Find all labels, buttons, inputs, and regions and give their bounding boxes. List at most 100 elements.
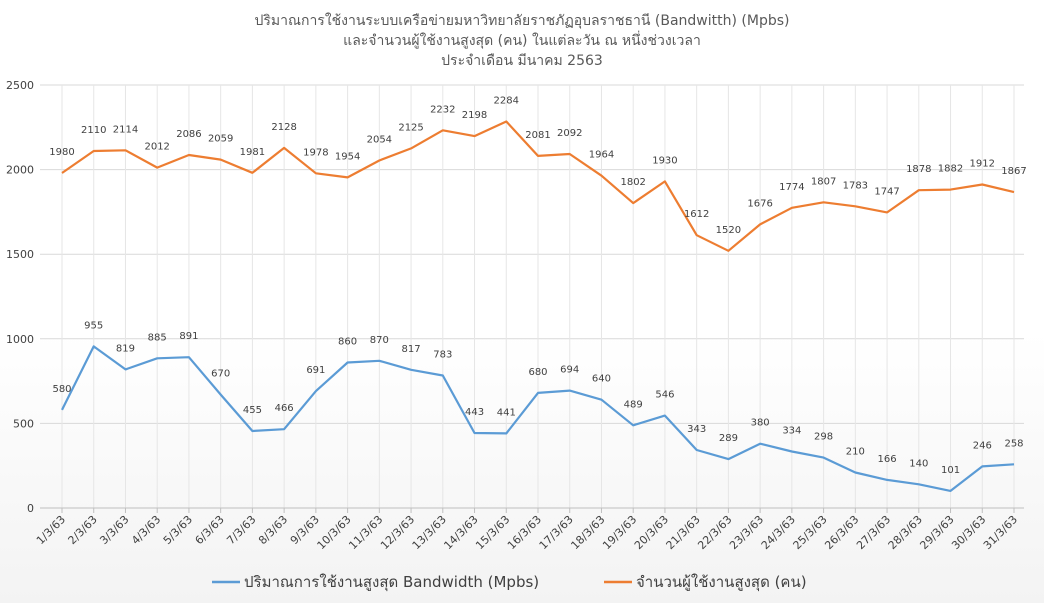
x-tick-label: 12/3/63 xyxy=(378,513,417,552)
y-tick-label: 2000 xyxy=(6,164,34,177)
x-tick-label: 8/3/63 xyxy=(256,513,290,547)
x-tick-label: 19/3/63 xyxy=(600,513,639,552)
data-label: 343 xyxy=(687,424,706,435)
data-label: 2198 xyxy=(462,110,487,121)
x-tick-label: 13/3/63 xyxy=(410,513,449,552)
data-label: 2232 xyxy=(430,104,455,115)
data-label: 783 xyxy=(433,350,452,361)
x-tick-label: 6/3/63 xyxy=(193,513,227,547)
data-label: 1964 xyxy=(589,150,614,161)
x-tick-label: 26/3/63 xyxy=(822,513,861,552)
data-label: 891 xyxy=(179,331,198,342)
data-label: 455 xyxy=(243,405,262,416)
data-label: 1912 xyxy=(970,158,995,169)
data-label: 443 xyxy=(465,407,484,418)
data-label: 1981 xyxy=(240,147,265,158)
chart-title-line-1: ปริมาณการใช้งานระบบเครือข่ายมหาวิทยาลัยร… xyxy=(254,12,789,29)
data-label: 2092 xyxy=(557,128,582,139)
data-label: 1520 xyxy=(716,225,741,236)
x-tick-label: 2/3/63 xyxy=(66,513,100,547)
data-label: 380 xyxy=(751,418,770,429)
data-labels: 580 955 819 885 891 670 455 466 691 860 870 817 783 4… xyxy=(49,96,1026,476)
legend: ปริมาณการใช้งานสูงสุด Bandwidth (Mpbs) จำ… xyxy=(212,573,807,592)
x-tick-label: 18/3/63 xyxy=(568,513,607,552)
data-label: 2012 xyxy=(144,142,169,153)
x-tick-label: 11/3/63 xyxy=(346,513,385,552)
data-label: 885 xyxy=(148,332,167,343)
data-label: 140 xyxy=(909,458,928,469)
chart-title-line-2: และจำนวนผู้ใช้งานสูงสุด (คน) ในแต่ละวัน … xyxy=(343,31,701,49)
data-label: 670 xyxy=(211,369,230,380)
plot-gridlines xyxy=(40,84,1024,509)
data-label: 2128 xyxy=(271,122,296,133)
x-tick-label: 29/3/63 xyxy=(917,513,956,552)
data-label: 1867 xyxy=(1001,166,1026,177)
x-tick-label: 22/3/63 xyxy=(695,513,734,552)
data-label: 1676 xyxy=(747,198,772,209)
chart-title-line-3: ประจำเดือน มีนาคม 2563 xyxy=(441,53,603,69)
data-label: 101 xyxy=(941,465,960,476)
data-label: 2054 xyxy=(367,134,392,145)
legend-label-2: จำนวนผู้ใช้งานสูงสุด (คน) xyxy=(636,573,807,592)
data-label: 334 xyxy=(782,425,801,436)
data-label: 1878 xyxy=(906,164,931,175)
data-label: 441 xyxy=(497,407,516,418)
x-tick-label: 21/3/63 xyxy=(664,513,703,552)
data-label: 2110 xyxy=(81,125,106,136)
data-label: 680 xyxy=(528,367,547,378)
data-label: 1807 xyxy=(811,176,836,187)
data-label: 694 xyxy=(560,365,579,376)
data-label: 1978 xyxy=(303,147,328,158)
x-tick-label: 16/3/63 xyxy=(505,513,544,552)
data-label: 1882 xyxy=(938,164,963,175)
data-label: 258 xyxy=(1004,438,1023,449)
data-label: 289 xyxy=(719,433,738,444)
data-label: 246 xyxy=(973,440,992,451)
data-label: 691 xyxy=(306,365,325,376)
data-label: 870 xyxy=(370,335,389,346)
x-tick-label: 28/3/63 xyxy=(886,513,925,552)
y-tick-label: 2500 xyxy=(6,79,34,92)
x-tick-label: 4/3/63 xyxy=(129,513,163,547)
x-tick-label: 24/3/63 xyxy=(759,513,798,552)
data-label: 640 xyxy=(592,374,611,385)
series-line-2 xyxy=(61,120,1015,252)
x-tick-label: 23/3/63 xyxy=(727,513,766,552)
data-label: 166 xyxy=(878,454,897,465)
data-label: 860 xyxy=(338,336,357,347)
data-label: 819 xyxy=(116,343,135,354)
data-label: 298 xyxy=(814,432,833,443)
y-tick-label: 1500 xyxy=(6,248,34,261)
y-tick-label: 500 xyxy=(13,417,34,430)
data-label: 489 xyxy=(624,399,643,410)
x-tick-label: 27/3/63 xyxy=(854,513,893,552)
y-axis: 0 500 1000 1500 2000 2500 xyxy=(6,79,34,515)
data-label: 2081 xyxy=(525,130,550,141)
x-tick-label: 31/3/63 xyxy=(981,513,1020,552)
data-label: 2086 xyxy=(176,129,201,140)
x-tick-label: 1/3/63 xyxy=(34,513,68,547)
data-label: 580 xyxy=(52,384,71,395)
x-tick-label: 25/3/63 xyxy=(791,513,830,552)
series-lines xyxy=(61,120,1015,492)
y-tick-label: 1000 xyxy=(6,333,34,346)
x-tick-label: 14/3/63 xyxy=(441,513,480,552)
chart-title: ปริมาณการใช้งานระบบเครือข่ายมหาวิทยาลัยร… xyxy=(254,12,789,69)
data-label: 2284 xyxy=(494,96,519,107)
data-label: 955 xyxy=(84,320,103,331)
x-tick-label: 20/3/63 xyxy=(632,513,671,552)
data-label: 210 xyxy=(846,446,865,457)
x-tick-label: 15/3/63 xyxy=(473,513,512,552)
legend-label-1: ปริมาณการใช้งานสูงสุด Bandwidth (Mpbs) xyxy=(244,573,539,592)
data-label: 466 xyxy=(275,403,294,414)
data-label: 1783 xyxy=(843,180,868,191)
series-line-1 xyxy=(61,345,1015,492)
y-tick-label: 0 xyxy=(27,502,34,515)
data-label: 1802 xyxy=(620,177,645,188)
x-axis: 1/3/632/3/633/3/634/3/635/3/636/3/637/3/… xyxy=(34,507,1024,552)
x-tick-label: 7/3/63 xyxy=(224,513,258,547)
data-label: 1747 xyxy=(874,186,899,197)
x-tick-label: 5/3/63 xyxy=(161,513,195,547)
data-label: 1774 xyxy=(779,182,804,193)
data-label: 1954 xyxy=(335,151,360,162)
